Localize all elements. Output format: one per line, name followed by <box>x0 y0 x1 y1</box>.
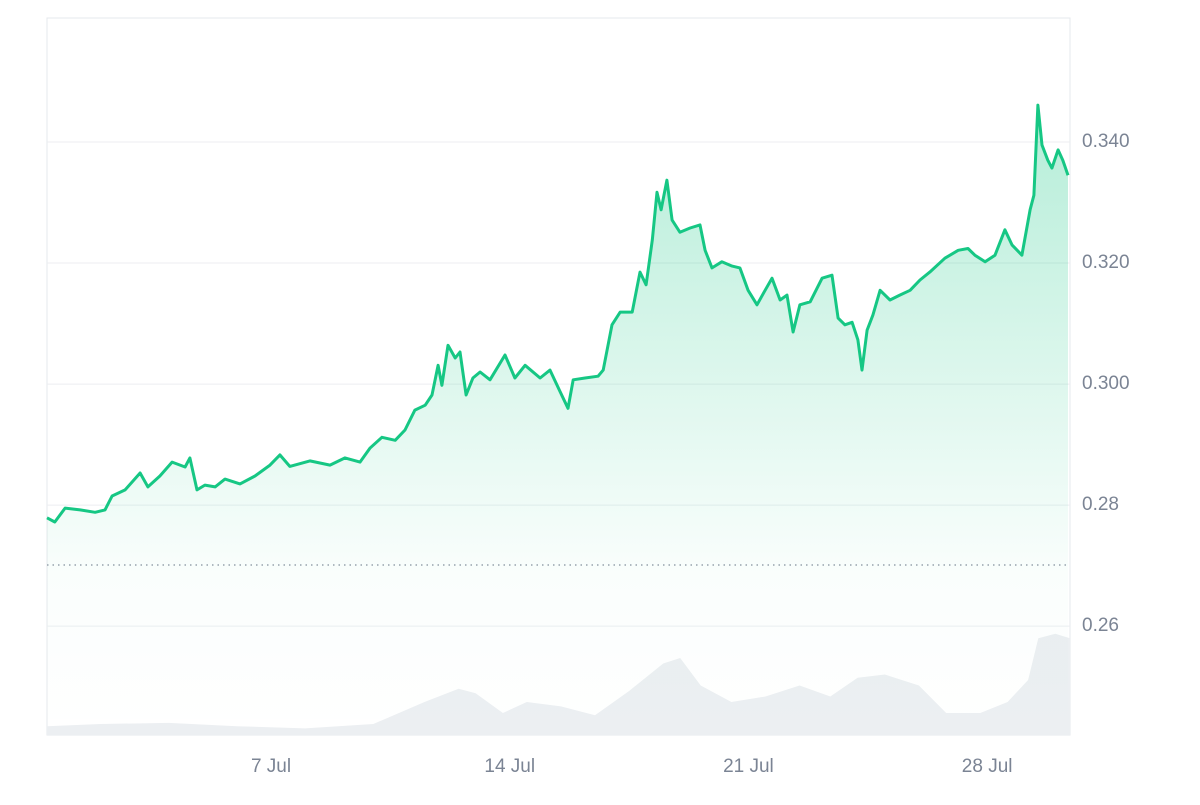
y-tick-label: 0.320 <box>1082 252 1130 273</box>
price-area <box>47 105 1068 736</box>
x-tick-label: 28 Jul <box>962 756 1013 777</box>
price-line <box>46 103 1070 524</box>
y-tick-label: 0.28 <box>1082 494 1119 515</box>
y-tick-label: 0.300 <box>1082 373 1130 394</box>
x-tick-label: 14 Jul <box>484 756 535 777</box>
x-tick-label: 7 Jul <box>251 756 291 777</box>
x-tick-label: 21 Jul <box>723 756 774 777</box>
y-tick-label: 0.340 <box>1082 131 1130 152</box>
y-tick-label: 0.26 <box>1082 615 1119 636</box>
